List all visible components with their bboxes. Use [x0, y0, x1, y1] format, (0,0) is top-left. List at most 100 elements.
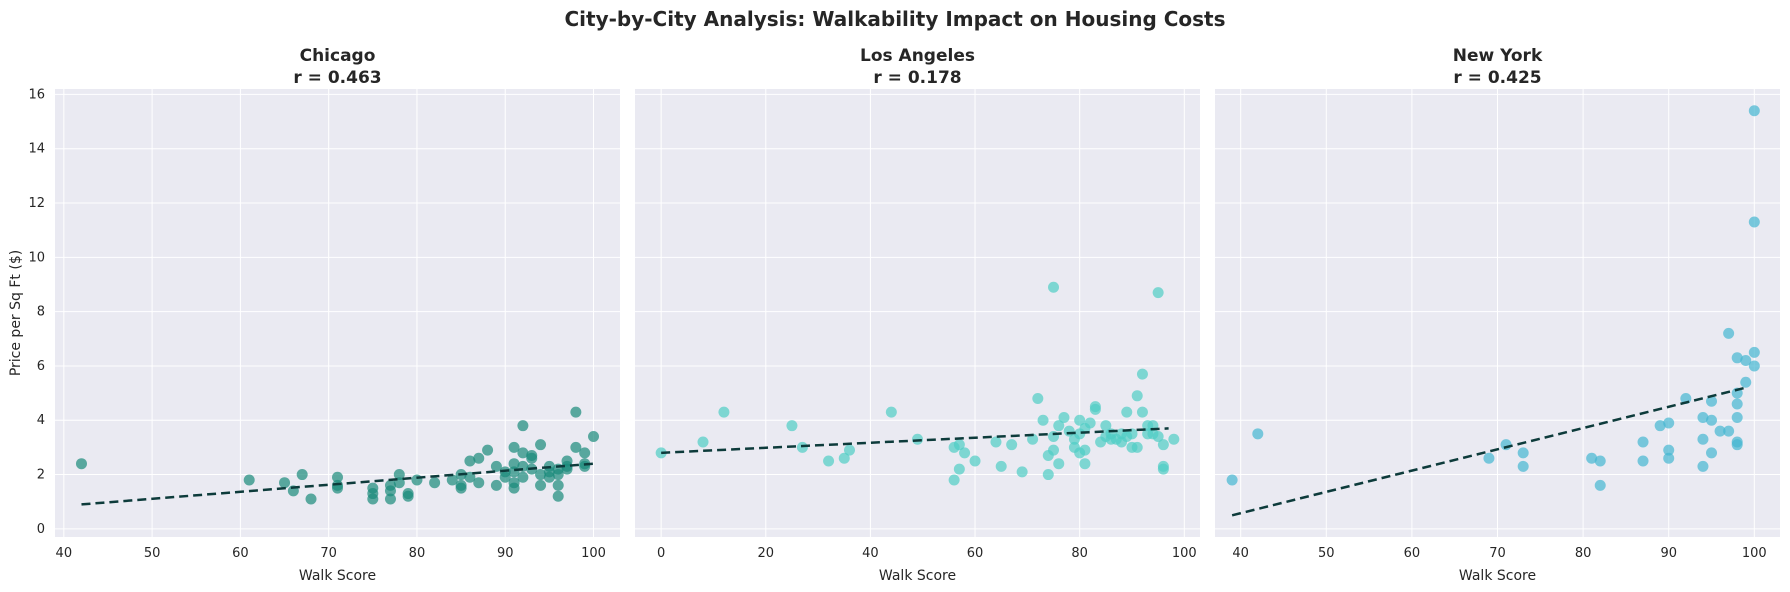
data-point — [411, 474, 423, 486]
x-tick-label: 20 — [758, 546, 775, 561]
x-tick-label: 60 — [967, 546, 984, 561]
data-point — [953, 439, 965, 451]
data-point — [959, 447, 971, 459]
data-point — [508, 441, 520, 453]
panel-title: Los Angeles — [860, 46, 975, 66]
data-point — [1037, 414, 1049, 426]
data-point — [1637, 436, 1649, 448]
data-point — [402, 490, 414, 502]
x-tick-label: 40 — [1232, 546, 1249, 561]
data-point — [1663, 444, 1675, 456]
x-axis-label: Walk Score — [299, 568, 376, 584]
data-point — [1131, 441, 1143, 453]
data-point — [1032, 393, 1044, 405]
data-point — [552, 490, 564, 502]
data-point — [367, 493, 379, 505]
data-point — [1152, 287, 1164, 299]
data-point — [384, 493, 396, 505]
data-point — [1016, 466, 1028, 478]
data-point — [1740, 355, 1752, 367]
data-point — [243, 474, 255, 486]
y-tick-label: 8 — [37, 305, 45, 320]
x-axis-label: Walk Score — [879, 568, 956, 584]
data-point — [1121, 406, 1133, 418]
x-tick-label: 100 — [1172, 546, 1197, 561]
data-point — [1483, 452, 1495, 464]
data-point — [490, 460, 502, 472]
data-point — [1048, 444, 1060, 456]
data-point — [1586, 452, 1598, 464]
data-point — [1089, 403, 1101, 415]
panel-title: New York — [1453, 46, 1543, 66]
data-point — [1157, 463, 1169, 475]
data-point — [543, 471, 555, 483]
data-point — [796, 441, 808, 453]
data-point — [1706, 414, 1718, 426]
data-point — [1006, 439, 1018, 451]
data-point — [1731, 412, 1743, 424]
data-point — [1058, 412, 1070, 424]
data-point — [296, 469, 308, 481]
data-point — [718, 406, 730, 418]
data-point — [948, 474, 960, 486]
y-tick-label: 2 — [37, 468, 45, 483]
data-point — [446, 474, 458, 486]
data-point — [526, 452, 538, 464]
data-point — [570, 441, 582, 453]
data-point — [1157, 439, 1169, 451]
y-tick-label: 0 — [37, 522, 45, 537]
data-point — [517, 471, 529, 483]
data-point — [1084, 417, 1096, 429]
data-point — [843, 444, 855, 456]
data-point — [1027, 433, 1039, 445]
data-point — [464, 455, 476, 467]
data-point — [384, 485, 396, 497]
y-axis-label: Price per Sq Ft ($) — [8, 250, 24, 376]
data-point — [517, 420, 529, 432]
data-point — [305, 493, 317, 505]
trend-line — [1231, 386, 1747, 517]
data-point — [1740, 376, 1752, 388]
data-point — [508, 482, 520, 494]
x-tick-label: 100 — [581, 546, 606, 561]
data-point — [455, 482, 467, 494]
data-point — [1053, 420, 1065, 432]
figure-title: City-by-City Analysis: Walkability Impac… — [564, 7, 1225, 31]
plot-area — [635, 89, 1200, 537]
data-point — [1079, 458, 1091, 470]
x-tick-label: 50 — [144, 546, 161, 561]
data-point — [1517, 447, 1529, 459]
y-tick-label: 6 — [37, 359, 45, 374]
data-point — [429, 477, 441, 489]
data-point — [473, 452, 485, 464]
data-point — [332, 471, 343, 483]
data-point — [1731, 398, 1743, 410]
x-tick-label: 50 — [1318, 546, 1335, 561]
data-point — [1594, 455, 1606, 467]
x-tick-label: 80 — [409, 546, 426, 561]
data-point — [1697, 412, 1709, 424]
data-point — [473, 477, 485, 489]
data-point — [1731, 439, 1743, 451]
data-point — [535, 469, 547, 481]
y-tick-label: 12 — [28, 196, 45, 211]
data-point — [1654, 420, 1666, 432]
x-tick-label: 60 — [232, 546, 249, 561]
data-point — [279, 477, 291, 489]
data-point — [1663, 417, 1675, 429]
data-point — [1152, 431, 1164, 443]
data-point — [1748, 105, 1760, 117]
x-tick-label: 80 — [1575, 546, 1592, 561]
data-point — [1723, 425, 1735, 437]
data-point — [570, 406, 582, 418]
data-point — [1723, 327, 1735, 339]
data-point — [490, 479, 502, 491]
y-tick-label: 4 — [37, 413, 45, 428]
x-tick-label: 90 — [497, 546, 514, 561]
data-point — [969, 455, 981, 467]
data-point — [1131, 390, 1143, 402]
data-point — [552, 479, 564, 491]
data-point — [1748, 360, 1760, 372]
